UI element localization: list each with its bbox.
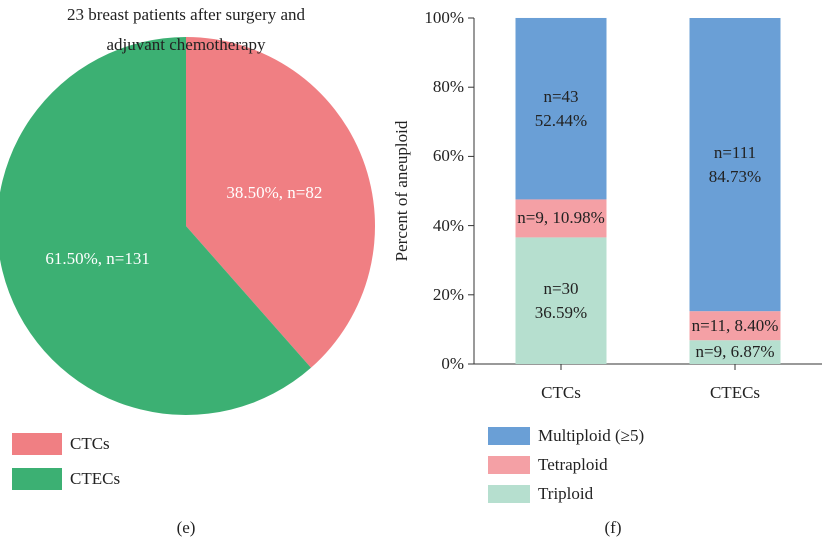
y-axis-label: Percent of aneuploid [392,120,411,262]
y-tick-label: 60% [432,146,464,166]
y-tick-label: 80% [432,77,464,97]
value-label: n=9, 10.98% [517,208,605,228]
bar-segment [515,17,607,200]
value-label: 38.50%, n=82 [226,182,323,202]
legend-label: Tetraploid [538,455,608,474]
legend-swatch [488,427,530,445]
chart-title: 23 breast patients after surgery and adj… [66,5,306,54]
value-label: n=111 84.73% [708,142,762,186]
bar-segment [689,340,781,364]
y-tick-label: 40% [432,215,464,235]
legend-swatch [12,433,62,455]
value-label: n=30 36.59% [534,278,588,322]
panel-label: (f) [604,518,622,537]
bar-segment [689,18,781,312]
x-tick-label: CTECs [709,383,761,402]
legend-swatch [12,468,62,490]
legend-swatch [488,485,530,503]
legend-label: CTECs [70,469,121,488]
bar-segment [689,311,781,341]
legend-label: Multiploid (≥5) [538,426,645,445]
y-tick-label: 100% [424,8,464,27]
x-tick-label: CTCs [541,383,581,402]
value-label: n=43 52.44% [534,86,588,130]
bar-segment [515,237,607,364]
value-label: n=9, 6.87% [695,342,775,362]
value-label: 61.50%, n=131 [45,249,150,269]
panel-label: (e) [176,518,196,537]
pie-slice [186,37,375,368]
y-tick-label: 0% [441,354,464,373]
pie-slice [0,37,311,415]
value-label: n=11, 8.40% [691,315,779,335]
legend-swatch [488,456,530,474]
legend-label: CTCs [70,434,110,453]
legend-label: Triploid [538,484,594,503]
y-tick-label: 20% [432,284,464,304]
bar-segment [515,199,607,238]
